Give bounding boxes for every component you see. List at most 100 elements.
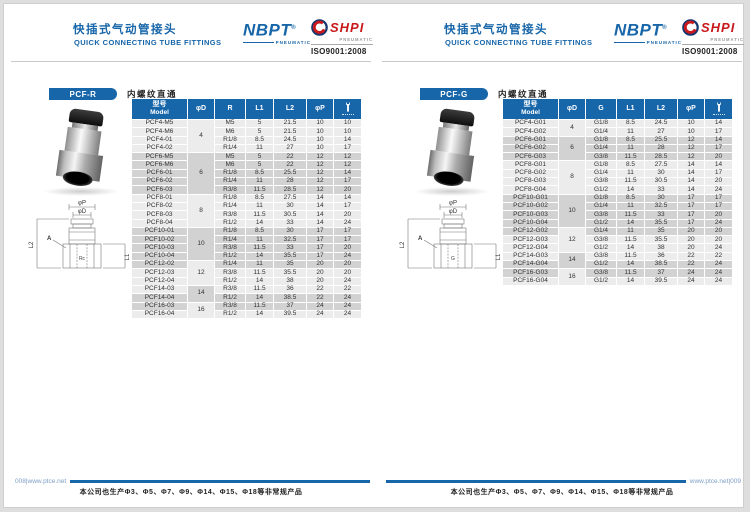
nbpt-subtitle: PNEUMATIC (646, 39, 682, 45)
cell-thread: R1/8 (214, 135, 246, 145)
cell-l1: 11.5 (245, 301, 274, 311)
cell-thread: R3/8 (214, 284, 246, 295)
page-title-en: QUICK CONNECTING TUBE FITTINGS (74, 38, 222, 47)
cell-l1: 5 (245, 118, 274, 129)
cell-model: PCF12-G02 (502, 226, 559, 237)
cell-s: 20 (333, 185, 362, 195)
cell-s: 12 (333, 160, 362, 170)
footer-note: 本公司也生产Φ3、Φ5、Φ7、Φ9、Φ14、Φ15、Φ18等非常规产品 (450, 489, 674, 496)
cell-l1: 11 (616, 226, 645, 237)
thread-type-label: Rc (79, 256, 86, 262)
shpi-emblem-icon (682, 19, 699, 36)
table-row: PCF12-G03 G3/8 11.5 35.5 20 20 (502, 235, 733, 245)
cell-s: 20 (704, 226, 733, 237)
cell-p: 14 (306, 201, 334, 212)
cell-dval: 6 (558, 135, 586, 162)
cell-l2: 30 (644, 193, 678, 203)
table-row: PCF6-G03 G3/8 11.5 28.5 12 20 (502, 152, 733, 162)
dim-label-l2: L2 (29, 241, 35, 248)
cell-s: 10 (333, 127, 362, 137)
cell-thread: G1/4 (585, 143, 617, 154)
product-photo (35, 106, 129, 198)
cell-s: 24 (333, 276, 362, 286)
cell-dval: 14 (187, 284, 215, 303)
cell-l2: 30 (644, 168, 678, 179)
table-row: PCF6-02 R1/4 11 28 12 17 (131, 177, 362, 187)
cell-l2: 28 (273, 177, 307, 187)
cell-thread: G1/8 (585, 118, 617, 129)
cell-l2: 35 (644, 226, 678, 237)
cell-s: 20 (333, 268, 362, 278)
cell-model: PCF16-04 (131, 309, 188, 320)
logo-divider (682, 44, 744, 45)
dim-label-l1: L1 (496, 253, 502, 260)
series-header: PCF-R 内螺纹直通 (49, 88, 177, 100)
cell-thread: R1/2 (214, 251, 246, 262)
cell-p: 20 (677, 226, 705, 237)
cell-p: 20 (306, 276, 334, 286)
cell-thread: R1/2 (214, 218, 246, 228)
cell-dval: 8 (187, 193, 215, 228)
table-row: PCF16-04 R1/2 14 39.5 24 24 (131, 309, 362, 320)
page-title-en: QUICK CONNECTING TUBE FITTINGS (445, 38, 593, 47)
cell-p: 10 (677, 127, 705, 137)
cell-model: PCF6-03 (131, 185, 188, 195)
cell-thread: G1/8 (585, 160, 617, 170)
dim-label-d: φD (78, 209, 87, 215)
spec-table: 型号 Model φD G L1 L2 φP PCF4-G01 4 G1/8 8.5 24… (502, 98, 733, 286)
cell-l1: 11.5 (616, 210, 645, 220)
cell-p: 12 (306, 185, 334, 195)
wrench-icon (716, 102, 721, 112)
cell-l1: 5 (245, 160, 274, 170)
cell-s: 17 (704, 193, 733, 203)
shpi-subtitle: PNEUMATIC (339, 37, 373, 42)
cell-p: 10 (306, 127, 334, 137)
table-row: PCF10-04 R1/2 14 35.5 17 24 (131, 251, 362, 262)
cell-s: 10 (333, 118, 362, 129)
cell-l1: 11.5 (245, 243, 274, 253)
cell-l2: 25.5 (273, 168, 307, 179)
cell-l2: 33 (644, 210, 678, 220)
cell-thread: R1/4 (214, 143, 246, 154)
cell-p: 22 (306, 293, 334, 303)
table-row: PCF8-03 R3/8 11.5 30.5 14 20 (131, 210, 362, 220)
shpi-logo: SHPI PNEUMATIC ISO9001:2008 (682, 19, 744, 56)
dim-label-l2: L2 (400, 241, 406, 248)
table-row: PCF6-G02 G1/4 11 28 12 17 (502, 143, 733, 154)
footer-left: 008|www.ptce.net (15, 478, 370, 485)
technical-diagram: φP φD L2 L1 A Rc (25, 198, 137, 278)
cell-p: 12 (677, 135, 705, 145)
cell-l2: 36 (273, 284, 307, 295)
cell-l1: 11.5 (616, 152, 645, 162)
cell-thread: R1/4 (214, 260, 246, 270)
cell-l2: 37 (644, 268, 678, 278)
cell-thread: G1/8 (585, 135, 617, 145)
cell-s: 14 (333, 168, 362, 179)
header-divider (382, 61, 742, 62)
cell-thread: R1/8 (214, 193, 246, 203)
table-row: PCF4-02 R1/4 11 27 10 17 (131, 143, 362, 154)
cell-l1: 11 (245, 177, 274, 187)
cell-model: PCF4-02 (131, 143, 188, 154)
col-header-l1: L1 (245, 98, 274, 120)
registered-mark: ® (291, 25, 297, 31)
cell-l2: 30.5 (644, 177, 678, 187)
cell-l1: 11 (245, 235, 274, 245)
cell-p: 22 (306, 284, 334, 295)
cell-model: PCF6-G01 (502, 135, 559, 145)
cell-l2: 27 (644, 127, 678, 137)
cell-model: PCF8-G03 (502, 177, 559, 187)
footer-page-site: www.ptce.net|009 (689, 477, 741, 485)
cell-model: PCF14-04 (131, 293, 188, 303)
cell-p: 14 (306, 193, 334, 203)
cell-l2: 28.5 (273, 185, 307, 195)
table-row: PCF16-03 16 R3/8 11.5 37 24 24 (131, 301, 362, 320)
cell-dval: 12 (187, 260, 215, 286)
col-header-l2: L2 (273, 98, 307, 120)
cell-s: 17 (704, 168, 733, 179)
cell-model: PCF14-G03 (502, 251, 559, 262)
nbpt-wordmark: NBPT® (243, 20, 297, 40)
table-row: PCF6-01 R1/8 8.5 25.5 12 14 (131, 168, 362, 179)
cell-p: 10 (306, 143, 334, 154)
cell-model: PCF6-M5 (131, 152, 188, 162)
